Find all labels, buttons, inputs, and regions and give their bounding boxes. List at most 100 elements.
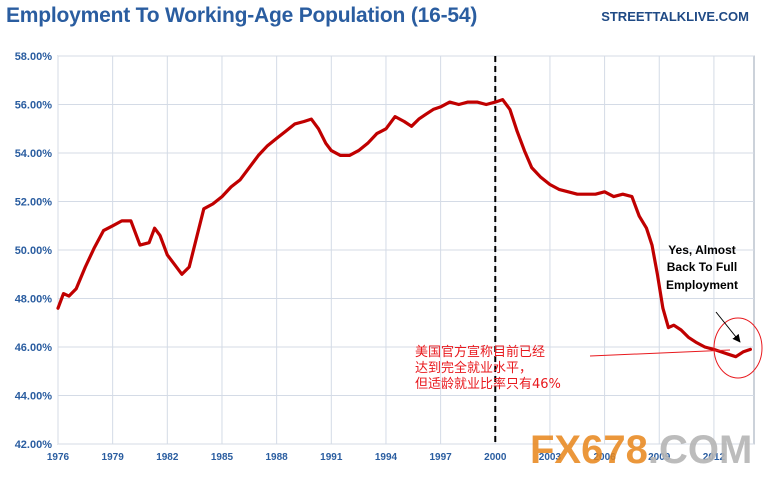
x-tick-label: 1991 — [320, 452, 343, 463]
series-point — [93, 246, 96, 249]
series-point — [585, 193, 588, 196]
series-point — [330, 149, 333, 152]
annotation-pointer-cn — [589, 349, 731, 357]
series-point — [84, 265, 87, 269]
series-point — [594, 193, 597, 196]
series-point — [515, 130, 519, 133]
series-point — [501, 98, 504, 101]
series-point — [129, 219, 133, 223]
annotation-en-line-2: Back To Full — [667, 260, 737, 274]
series-point — [656, 273, 659, 276]
x-tick-label: 2009 — [648, 452, 671, 463]
y-tick-label: 42.00% — [15, 439, 53, 451]
series-point — [293, 122, 297, 126]
series-point — [266, 144, 269, 147]
series-point — [324, 142, 327, 145]
series-point — [679, 328, 683, 332]
series-point — [741, 350, 745, 354]
series-point — [173, 263, 176, 266]
series-point — [734, 355, 737, 358]
x-tick-label: 1994 — [375, 452, 398, 463]
series-point — [138, 243, 142, 247]
series-point — [403, 120, 406, 123]
y-tick-label: 56.00% — [15, 100, 53, 112]
annotation-cn-line-2: 达到完全就业水平， — [415, 361, 533, 376]
series-point — [75, 287, 78, 290]
highlight-ellipse — [713, 317, 763, 379]
series-point — [339, 154, 342, 157]
series-point — [424, 113, 428, 116]
watermark-part2: .COM — [647, 428, 753, 472]
annotation-en-line-3: Employment — [666, 278, 738, 292]
series-point — [667, 326, 670, 329]
x-tick-label: 2012 — [703, 452, 726, 463]
x-tick-label: 1988 — [266, 452, 289, 463]
x-tick-label: 1979 — [102, 452, 125, 463]
series-point — [153, 227, 156, 230]
annotation-arrow-en — [715, 311, 741, 343]
x-tick-label: 2003 — [539, 452, 562, 463]
series-point — [603, 190, 606, 193]
series-point — [248, 166, 251, 169]
source-label: STREETTALKLIVE.COM — [601, 9, 749, 24]
series-point — [612, 195, 615, 198]
x-axis: 1976 1979 1982 1985 1988 1991 1994 1997 2000 2003… — [47, 452, 726, 463]
series-point — [275, 137, 278, 140]
series-point — [239, 178, 242, 181]
series-point — [508, 108, 512, 111]
series-point — [284, 130, 287, 133]
x-tick-label: 2000 — [484, 452, 507, 463]
series-point — [439, 105, 442, 109]
series-point — [557, 188, 561, 191]
x-tick-label: 1982 — [156, 452, 179, 463]
series-point — [523, 149, 526, 152]
series-point — [166, 253, 169, 257]
series-point — [448, 100, 451, 104]
series-point — [384, 127, 388, 130]
x-tick-label: 1976 — [47, 452, 70, 463]
series-point — [310, 117, 313, 121]
series-point — [494, 100, 497, 104]
annotation-en-line-1: Yes, Almost — [668, 243, 736, 257]
annotation-cn-line-3: 但适龄就业比率只有46% — [415, 377, 561, 392]
series-point — [567, 190, 570, 193]
series-point — [366, 142, 369, 145]
grid — [57, 55, 754, 445]
series-point — [302, 120, 306, 123]
series-point — [727, 353, 730, 356]
series-point — [229, 185, 233, 189]
series-point — [357, 149, 360, 152]
series-point — [393, 115, 397, 118]
series-point — [102, 229, 105, 232]
series-point — [530, 166, 533, 169]
series-point — [195, 236, 198, 240]
x-tick-label: 1985 — [211, 452, 234, 463]
series-point — [202, 207, 205, 210]
series-point — [720, 350, 723, 354]
series-point — [457, 103, 460, 106]
series-point — [548, 183, 552, 186]
x-tick-label: 2006 — [593, 452, 616, 463]
series-point — [158, 234, 162, 237]
series-point — [375, 132, 378, 135]
series-point — [417, 117, 420, 121]
y-tick-label: 50.00% — [15, 245, 53, 257]
series-point — [475, 100, 479, 104]
series-point — [211, 202, 215, 206]
series-point — [638, 214, 641, 218]
series-point — [749, 348, 752, 351]
series-point — [317, 127, 320, 130]
series-point — [56, 307, 60, 310]
series-point — [485, 103, 488, 106]
series-point — [432, 108, 435, 111]
series-point — [410, 125, 413, 128]
series-point — [147, 241, 151, 244]
y-axis: 42.00% 44.00% 46.00% 48.00% 50.00% 52.00% 54.0… — [15, 51, 53, 451]
series-point — [348, 154, 351, 157]
series-point — [621, 193, 624, 196]
y-tick-label: 54.00% — [15, 148, 53, 160]
series-point — [220, 195, 224, 198]
series-point — [672, 324, 675, 327]
series-point — [62, 292, 65, 295]
